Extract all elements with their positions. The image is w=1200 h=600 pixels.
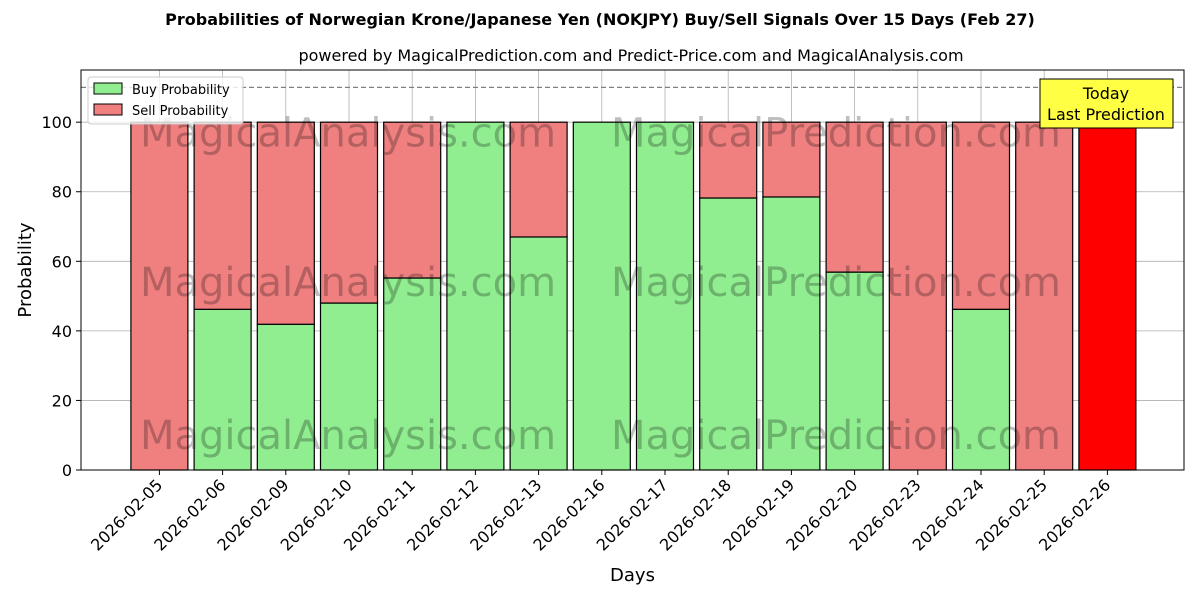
x-axis: 2026-02-052026-02-062026-02-092026-02-10…: [87, 470, 1114, 555]
buy-bar: [951, 308, 1011, 471]
legend-swatch-sell: [93, 103, 123, 116]
y-axis: 0 20 40 60 80 100: [41, 113, 81, 480]
legend: Buy Probability Sell Probability: [87, 76, 244, 125]
annotation-box: [1039, 78, 1174, 129]
sell-bar: [256, 121, 315, 325]
buy-bar: [256, 323, 315, 471]
y-tick-label: 40: [52, 322, 72, 341]
sell-bar: [951, 121, 1011, 310]
y-tick-label: 60: [52, 252, 72, 271]
sell-bar: [509, 121, 568, 238]
buy-bar: [446, 121, 505, 471]
sell-bar: [130, 121, 189, 471]
y-axis-label: Probability: [15, 222, 36, 317]
sell-bar: [319, 121, 379, 304]
buy-bar: [572, 121, 631, 471]
sell-bar: [383, 121, 442, 279]
today-annotation: Today Last Prediction: [1039, 78, 1174, 129]
buy-bar: [635, 121, 695, 471]
annotation-line-2: Last Prediction: [1047, 105, 1165, 124]
plot-frame: [80, 69, 1185, 471]
legend-label-sell: Sell Probability: [132, 104, 229, 119]
y-tick-label: 0: [62, 461, 72, 480]
watermark-text: MagicalPrediction.com: [611, 260, 1061, 306]
watermark-text: MagicalPrediction.com: [611, 413, 1061, 459]
watermark-text: MagicalAnalysis.com: [140, 413, 556, 459]
chart-subtitle: powered by MagicalPrediction.com and Pre…: [298, 46, 964, 65]
legend-box: [87, 76, 244, 125]
buy-bar: [699, 197, 758, 471]
buy-bar: [762, 196, 821, 471]
watermark-text: MagicalPrediction.com: [611, 111, 1061, 157]
watermark-text: MagicalAnalysis.com: [140, 260, 556, 306]
buy-bar: [825, 271, 884, 471]
bars: [130, 121, 1137, 471]
chart-title: Probabilities of Norwegian Krone/Japanes…: [165, 10, 1035, 29]
sell-bar: [699, 121, 758, 199]
sell-bar: [1078, 121, 1137, 471]
legend-swatch-buy: [93, 82, 123, 95]
buy-bar: [319, 302, 379, 471]
y-tick-label: 20: [52, 391, 72, 410]
x-axis-label: Days: [610, 565, 655, 586]
buy-bar: [383, 277, 442, 471]
legend-label-buy: Buy Probability: [132, 83, 230, 98]
annotation-line-1: Today: [1082, 84, 1129, 103]
y-tick-label: 80: [52, 183, 72, 202]
sell-bar: [888, 121, 947, 471]
sell-bar: [825, 121, 884, 273]
sell-bar: [762, 121, 821, 198]
y-tick-label: 100: [41, 113, 72, 132]
